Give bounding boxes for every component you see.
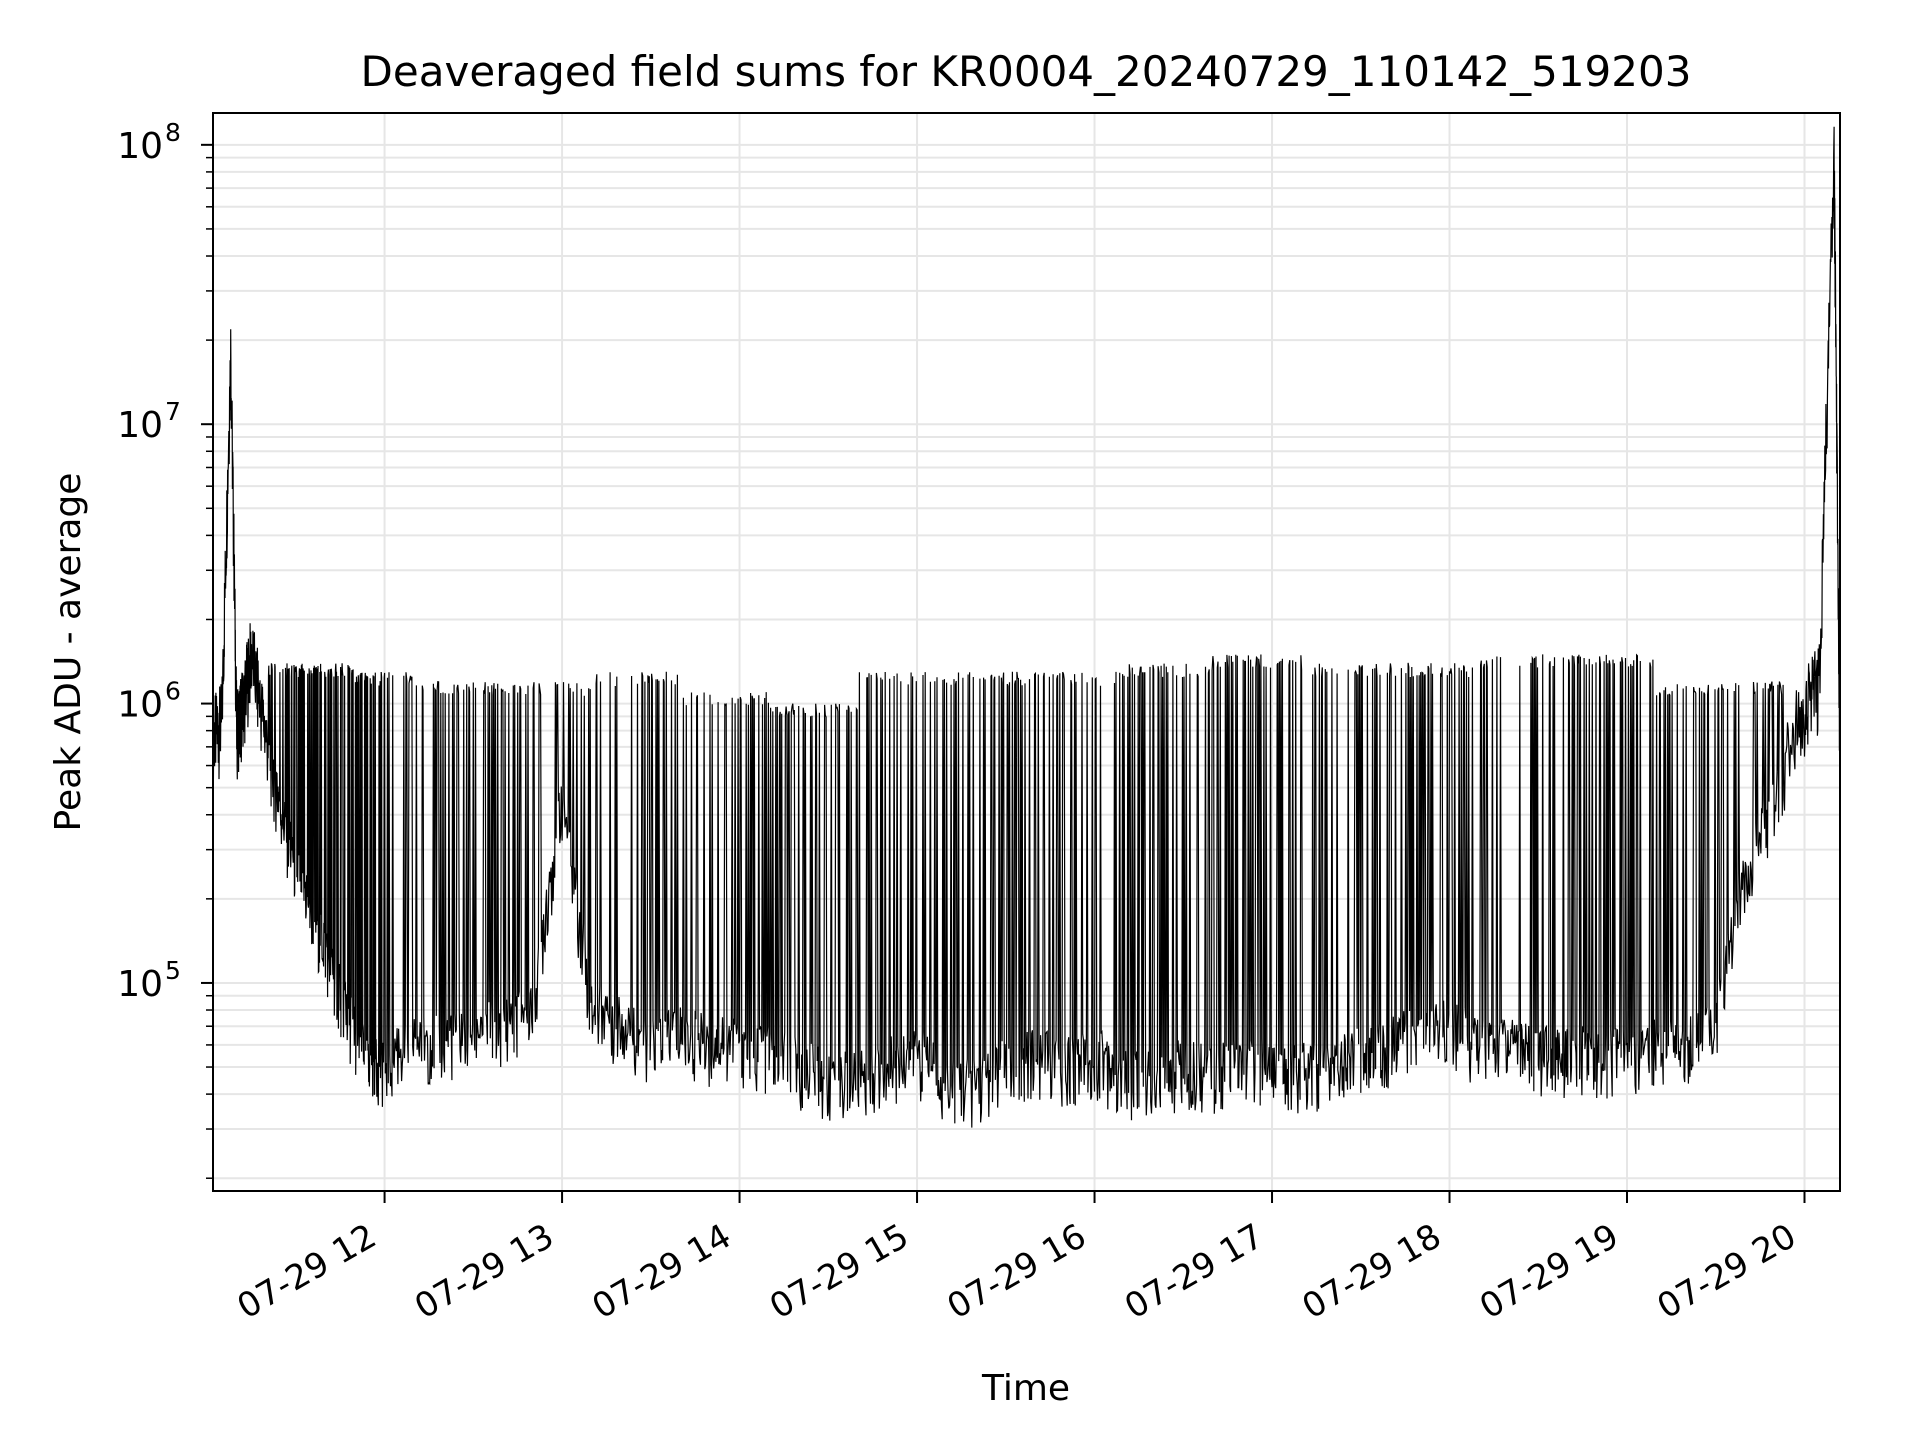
- x-axis-label: Time: [981, 1368, 1070, 1409]
- plot-frame: [212, 112, 1841, 1192]
- y-tick-exponent: 6: [165, 677, 181, 706]
- y-tick-label: 10: [117, 685, 163, 726]
- chart-title: Deaveraged field sums for KR0004_2024072…: [361, 47, 1692, 96]
- y-tick-label: 10: [117, 126, 163, 167]
- y-tick-label: 10: [117, 964, 163, 1005]
- y-tick-exponent: 5: [165, 956, 181, 985]
- plot-area: [213, 126, 1840, 1128]
- y-tick-exponent: 7: [165, 397, 181, 426]
- series-line: [213, 126, 1840, 1128]
- y-tick-exponent: 8: [165, 118, 181, 147]
- y-axis-label: Peak ADU - average: [48, 473, 89, 832]
- y-tick-label: 10: [117, 405, 163, 446]
